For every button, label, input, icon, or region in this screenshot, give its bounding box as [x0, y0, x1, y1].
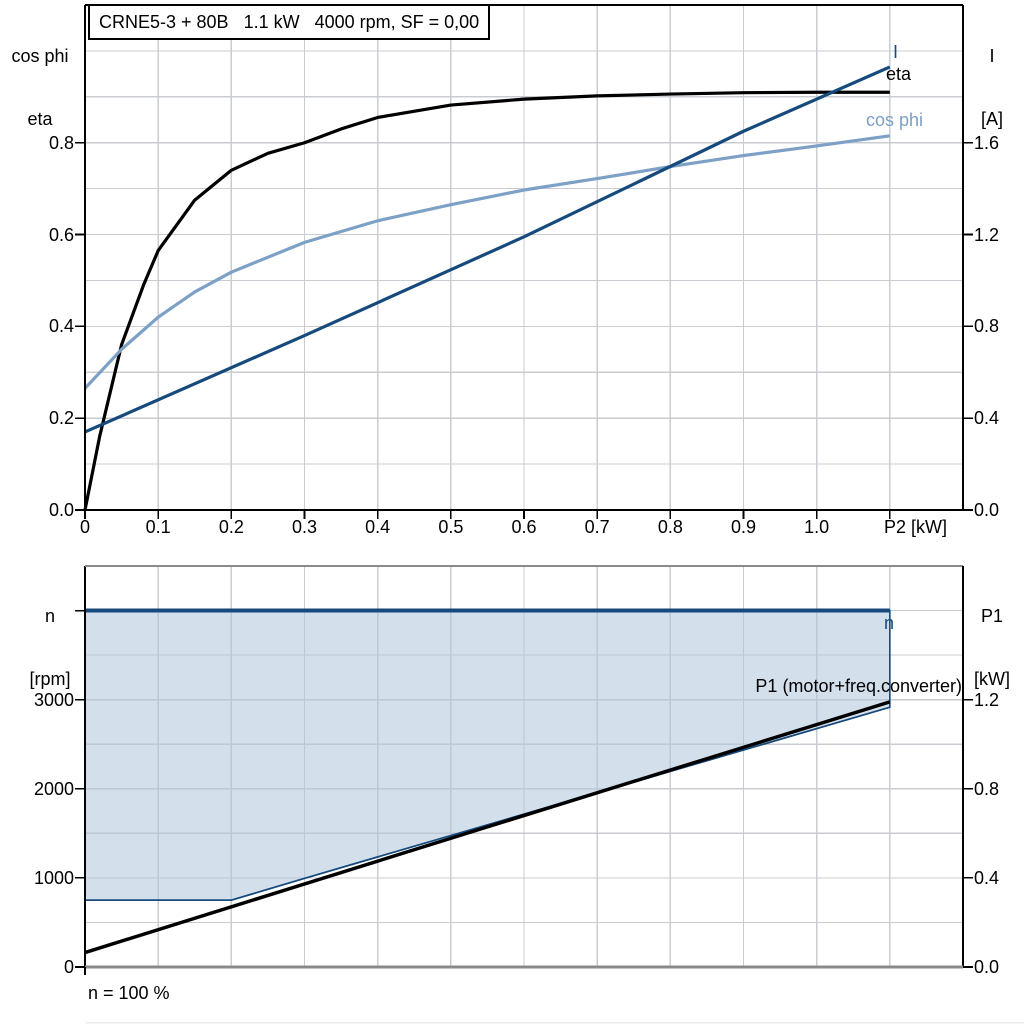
bottom-left-axis-title: n [rpm] [14, 564, 86, 732]
bottom-right-axis-title-line1: P1 [980, 606, 1004, 626]
curve-i [84, 65, 891, 434]
speed-range-area [84, 609, 891, 901]
top-x-axis-label: P2 [kW] [884, 517, 948, 537]
y-right-tick-label: 1.2 [974, 689, 1000, 710]
y-right-tick-label: 1.6 [974, 132, 1000, 153]
top-right-axis-title-line1: I [989, 46, 995, 66]
y-right-tick-label: 0.4 [974, 408, 1000, 429]
y-right-tick-label: 0.4 [974, 867, 1000, 888]
x-tick-label: 0.6 [511, 517, 537, 537]
x-tick-label: 0.1 [145, 517, 171, 537]
y-left-tick-label: 1000 [33, 867, 74, 888]
x-tick-label: 0.4 [365, 517, 391, 537]
bottom-right-axis-title-line2: [kW] [974, 669, 1010, 689]
y-right-tick-label: 0.8 [974, 316, 1000, 337]
top-right-axis-title-line2: [A] [980, 109, 1003, 129]
bottom-right-axis-title: P1 [kW] [963, 564, 1021, 732]
x-tick-label: 0 [79, 517, 90, 537]
y-left-tick-label: 3000 [33, 689, 74, 710]
curve-n-min [85, 706, 891, 901]
y-right-tick-label: 0.8 [974, 778, 1000, 799]
y-right-tick-label: 1.2 [974, 224, 1000, 245]
top-left-axis-title-line1: cos phi [11, 46, 69, 66]
speed-annotation: n = 100 % [88, 983, 170, 1003]
curve-label-p1: P1 (motor+freq.converter) [755, 676, 962, 696]
x-tick-label: 0.3 [291, 517, 318, 537]
x-tick-label: 1.0 [804, 517, 830, 537]
y-left-tick-label: 0.2 [48, 408, 74, 429]
curve-p1-motor-freq-converter- [84, 700, 891, 955]
chart-title-box: CRNE5-3 + 80B 1.1 kW 4000 rpm, SF = 0,00 [88, 4, 491, 40]
x-tick-label: 0.5 [438, 517, 464, 537]
curve-label-eta: eta [886, 64, 912, 84]
top-left-axis-title: cos phi eta [4, 4, 76, 172]
y-left-tick-label: 2000 [33, 778, 74, 799]
y-left-tick-label: 0.6 [48, 224, 74, 245]
y-right-tick-label: 0.0 [974, 500, 1000, 520]
curve-label-speed: n [884, 613, 895, 633]
x-tick-label: 0.9 [730, 517, 757, 537]
x-tick-label: 0.8 [657, 517, 683, 537]
top-left-axis-title-line2: eta [27, 109, 53, 129]
y-left-tick-label: 0 [63, 957, 74, 977]
y-right-tick-label: 0.0 [974, 957, 1000, 977]
x-tick-label: 0.2 [218, 517, 244, 537]
y-left-tick-label: 0.8 [48, 132, 74, 153]
y-left-tick-label: 0.4 [48, 316, 74, 337]
bottom-left-axis-title-line2: [rpm] [29, 669, 71, 689]
y-left-tick-label: 0.0 [48, 500, 74, 520]
x-tick-label: 0.7 [584, 517, 610, 537]
curve-cos-phi [83, 134, 891, 390]
curve-eta [83, 90, 890, 511]
curve-label-cos-phi: cos phi [866, 110, 924, 130]
curve-label-current: I [893, 42, 899, 62]
bottom-left-axis-title-line1: n [44, 606, 55, 626]
top-right-axis-title: I [A] [963, 4, 1021, 172]
